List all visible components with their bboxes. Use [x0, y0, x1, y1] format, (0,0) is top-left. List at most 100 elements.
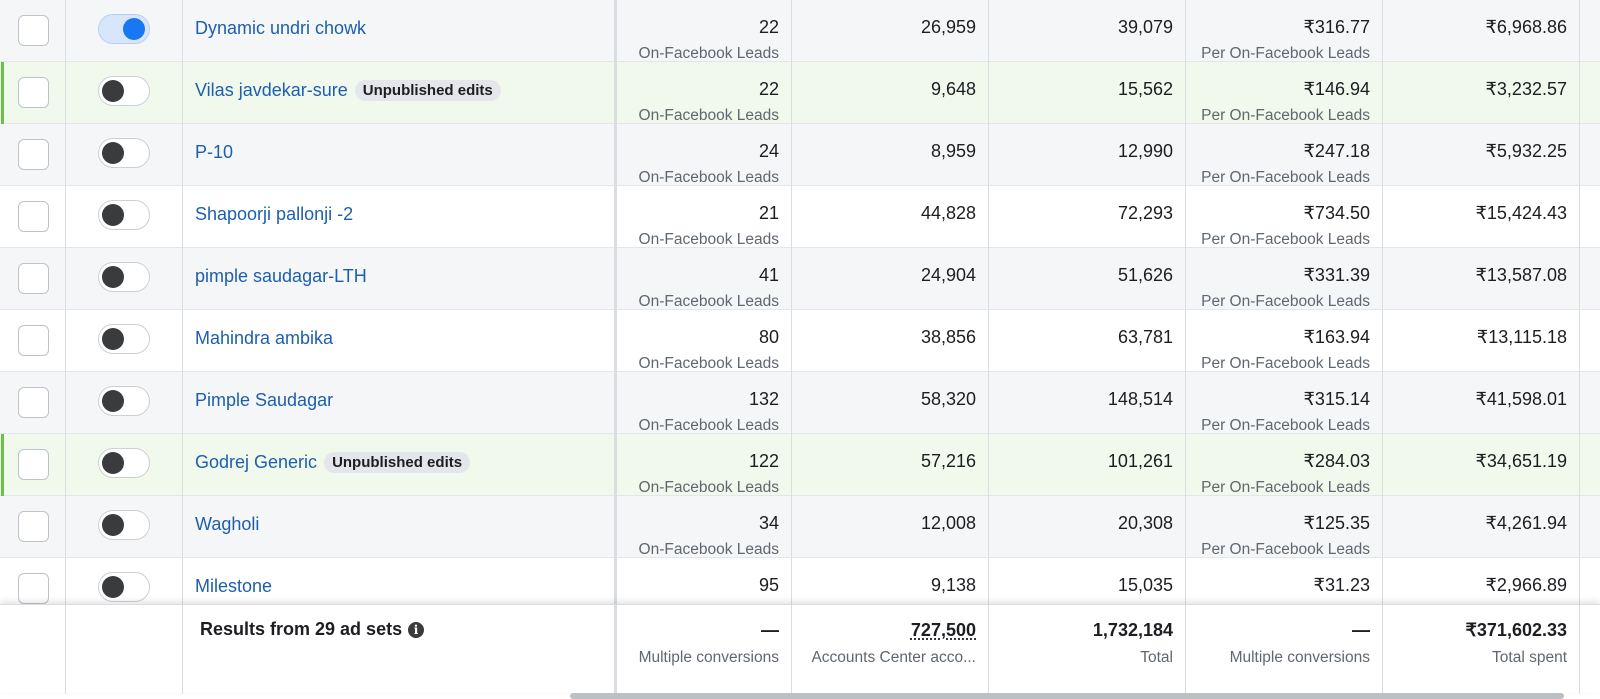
results-sub: On-Facebook Leads [638, 293, 779, 310]
row-checkbox[interactable] [18, 15, 49, 46]
impressions-cell: 51,626 [989, 248, 1186, 310]
results-cell: 41 On-Facebook Leads [617, 248, 792, 310]
horizontal-scrollbar[interactable] [570, 693, 1564, 699]
cost-per-result-cell: ₹331.39 Per On-Facebook Leads [1186, 248, 1383, 310]
impressions-cell: 148,514 [989, 372, 1186, 434]
row-checkbox[interactable] [18, 201, 49, 232]
ad-set-name-link[interactable]: Wagholi [195, 514, 260, 534]
results-sub: On-Facebook Leads [638, 479, 779, 496]
results-value: 122 [748, 451, 779, 471]
ad-set-toggle[interactable] [98, 572, 150, 602]
results-value: 132 [748, 389, 779, 409]
footer-reach-cell: 727,500 Accounts Center acco... [792, 605, 989, 694]
edited-row-indicator [1, 434, 4, 496]
amount-spent-cell: ₹13,587.08 [1383, 248, 1580, 310]
amount-spent-cell: ₹5,932.25 [1383, 124, 1580, 186]
table-row[interactable]: Vilas javdekar-sure Unpublished edits 22 On… [0, 62, 1600, 124]
ad-set-toggle[interactable] [98, 138, 150, 168]
ad-set-name-link[interactable]: Vilas javdekar-sure [195, 80, 348, 100]
check-cell [0, 124, 66, 186]
amount-spent-value: ₹34,651.19 [1475, 451, 1567, 471]
ad-set-toggle[interactable] [98, 324, 150, 354]
reach-value: 8,959 [930, 141, 976, 161]
results-sub: On-Facebook Leads [638, 169, 779, 186]
reach-cell: 9,648 [792, 62, 989, 124]
check-cell [0, 372, 66, 434]
ad-set-name-link[interactable]: P-10 [195, 142, 234, 162]
cost-per-result-cell: ₹247.18 Per On-Facebook Leads [1186, 124, 1383, 186]
info-icon[interactable]: i [408, 621, 425, 638]
reach-cell: 44,828 [792, 186, 989, 248]
row-checkbox[interactable] [18, 511, 49, 542]
cost-per-result-value: ₹734.50 [1303, 203, 1370, 223]
toggle-knob [102, 328, 124, 350]
row-checkbox[interactable] [18, 325, 49, 356]
impressions-cell: 72,293 [989, 186, 1186, 248]
results-cell: 22 On-Facebook Leads [617, 62, 792, 124]
results-value: 24 [758, 141, 779, 161]
table-row[interactable]: pimple saudagar-LTH 41 On-Facebook Leads 24… [0, 248, 1600, 310]
table-row[interactable]: Godrej Generic Unpublished edits 122 On-Fac… [0, 434, 1600, 496]
impressions-value: 148,514 [1107, 389, 1173, 409]
toggle-knob [102, 452, 124, 474]
ad-set-name-link[interactable]: Shapoorji pallonji -2 [195, 204, 354, 224]
ad-set-name-link[interactable]: Mahindra ambika [195, 328, 334, 348]
row-checkbox[interactable] [18, 77, 49, 108]
ad-set-toggle[interactable] [98, 200, 150, 230]
table-row[interactable]: Wagholi 34 On-Facebook Leads 12,008 20,308 ₹1… [0, 496, 1600, 558]
impressions-value: 63,781 [1117, 327, 1173, 347]
cost-per-result-cell: ₹146.94 Per On-Facebook Leads [1186, 62, 1383, 124]
toggle-cell [66, 372, 183, 434]
ad-set-name-link[interactable]: Pimple Saudagar [195, 390, 334, 410]
row-checkbox[interactable] [18, 449, 49, 480]
ad-set-toggle[interactable] [98, 14, 150, 44]
amount-spent-value: ₹5,932.25 [1485, 141, 1567, 161]
ad-set-toggle[interactable] [98, 76, 150, 106]
footer-results-sub: Multiple conversions [638, 649, 779, 666]
ad-set-toggle[interactable] [98, 448, 150, 478]
ad-set-toggle[interactable] [98, 386, 150, 416]
impressions-value: 15,562 [1117, 79, 1173, 99]
results-cell: 24 On-Facebook Leads [617, 124, 792, 186]
amount-spent-cell: ₹4,261.94 [1383, 496, 1580, 558]
results-cell: 80 On-Facebook Leads [617, 310, 792, 372]
reach-value: 58,320 [920, 389, 976, 409]
table-row[interactable]: P-10 24 On-Facebook Leads 8,959 12,990 ₹247.1… [0, 124, 1600, 186]
cost-per-result-cell: ₹125.35 Per On-Facebook Leads [1186, 496, 1383, 558]
cost-per-result-sub: Per On-Facebook Leads [1201, 479, 1370, 496]
reach-cell: 26,959 [792, 0, 989, 62]
cost-per-result-sub: Per On-Facebook Leads [1201, 231, 1370, 248]
reach-cell: 12,008 [792, 496, 989, 558]
ad-set-toggle[interactable] [98, 262, 150, 292]
table-row[interactable]: Dynamic undri chowk 22 On-Facebook Leads 26… [0, 0, 1600, 62]
row-checkbox[interactable] [18, 573, 49, 604]
ad-set-name-link[interactable]: Godrej Generic [195, 452, 318, 472]
impressions-value: 101,261 [1107, 451, 1173, 471]
table-row[interactable]: Shapoorji pallonji -2 21 On-Facebook Leads… [0, 186, 1600, 248]
row-checkbox[interactable] [18, 387, 49, 418]
footer-impressions-cell: 1,732,184 Total [989, 605, 1186, 694]
results-value: 80 [758, 327, 779, 347]
amount-spent-cell: ₹41,598.01 [1383, 372, 1580, 434]
row-checkbox[interactable] [18, 263, 49, 294]
name-cell: Wagholi [183, 496, 617, 558]
table-row[interactable]: Pimple Saudagar 132 On-Facebook Leads 58,32… [0, 372, 1600, 434]
check-cell [0, 496, 66, 558]
amount-spent-value: ₹15,424.43 [1475, 203, 1567, 223]
results-cell: 122 On-Facebook Leads [617, 434, 792, 496]
row-checkbox[interactable] [18, 139, 49, 170]
ad-set-toggle[interactable] [98, 510, 150, 540]
impressions-value: 12,990 [1117, 141, 1173, 161]
cost-per-result-cell: ₹284.03 Per On-Facebook Leads [1186, 434, 1383, 496]
cost-per-result-sub: Per On-Facebook Leads [1201, 45, 1370, 62]
toggle-cell [66, 124, 183, 186]
footer-reach-value[interactable]: 727,500 [910, 620, 976, 640]
cost-per-result-value: ₹146.94 [1303, 79, 1370, 99]
table-row[interactable]: Mahindra ambika 80 On-Facebook Leads 38,856… [0, 310, 1600, 372]
toggle-cell [66, 0, 183, 62]
ad-set-name-link[interactable]: pimple saudagar-LTH [195, 266, 367, 286]
footer-cpr-sub: Multiple conversions [1229, 649, 1370, 666]
ad-set-name-link[interactable]: Milestone [195, 576, 273, 596]
ad-set-name-link[interactable]: Dynamic undri chowk [195, 18, 367, 38]
results-value: 22 [758, 79, 779, 99]
